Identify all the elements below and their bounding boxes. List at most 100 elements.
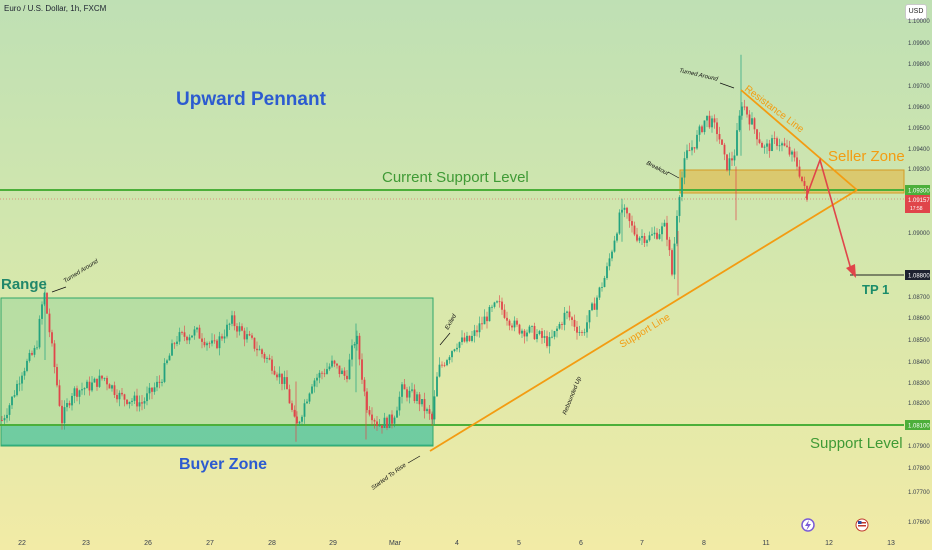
candle (788, 146, 791, 155)
candle (73, 388, 76, 396)
candle (98, 375, 101, 387)
candle (781, 143, 783, 146)
candle (393, 417, 396, 424)
candle (578, 332, 581, 333)
candle (263, 354, 266, 359)
y-tick-label: 1.08700 (908, 295, 930, 301)
candle (278, 373, 281, 378)
candle (156, 381, 158, 388)
y-tick-label: 1.09500 (908, 126, 930, 132)
candle (698, 126, 701, 135)
y-tick-label: 1.08400 (908, 360, 930, 366)
candle (3, 418, 6, 421)
candle (366, 391, 368, 411)
candle (283, 377, 286, 384)
turned-around-arrow-2 (719, 82, 735, 89)
candle (266, 358, 268, 359)
candle (518, 324, 521, 334)
candle (651, 234, 653, 236)
x-tick-label: 5 (517, 540, 521, 547)
candle (203, 341, 206, 346)
resistance-trend-line (740, 89, 858, 191)
tp1-label: TP 1 (862, 282, 889, 297)
candle (498, 301, 501, 303)
projection-arrow (805, 157, 853, 274)
candle (271, 359, 273, 371)
candle (588, 310, 591, 323)
candle (653, 232, 656, 235)
candle (233, 315, 236, 327)
candle (688, 150, 691, 152)
candle (33, 348, 36, 355)
candle (116, 394, 118, 400)
candle (358, 335, 361, 360)
y-tick-label: 1.07800 (908, 466, 930, 472)
candle (441, 364, 443, 366)
candle (281, 373, 283, 384)
candle (108, 384, 111, 389)
candle (681, 177, 683, 197)
projection-arrowhead (846, 264, 856, 278)
candle (513, 320, 516, 328)
y-tick-label: 1.08500 (908, 338, 930, 344)
candle (241, 326, 243, 331)
candle (136, 395, 138, 407)
candle (323, 373, 326, 375)
y-tick-label: 1.08200 (908, 401, 930, 407)
candle (231, 315, 233, 324)
candle (716, 122, 718, 135)
x-tick-label: 13 (887, 540, 895, 547)
candle (363, 379, 366, 392)
candle (751, 118, 753, 125)
candle (693, 147, 696, 149)
candle (153, 387, 156, 392)
candle (463, 337, 466, 342)
y-tick-label: 1.07700 (908, 490, 930, 496)
candle (446, 360, 448, 366)
candle (316, 377, 318, 381)
rebounded-up-label: Rebounded Up (562, 375, 583, 415)
candle (566, 311, 568, 313)
candle (418, 394, 421, 405)
candle (583, 332, 586, 334)
turned-around-label-2: Turned Around (679, 68, 719, 83)
candle (343, 370, 346, 376)
candle (713, 118, 716, 123)
last-price-badge (905, 195, 930, 213)
candle (508, 320, 511, 326)
candle (196, 327, 198, 330)
currency-button[interactable]: USD (905, 4, 927, 20)
candle (406, 389, 408, 398)
candle (163, 363, 166, 382)
candle (71, 395, 73, 406)
candle (303, 403, 306, 417)
candle (93, 378, 96, 383)
candle (598, 287, 601, 298)
y-tick-label: 1.09800 (908, 62, 930, 68)
candle (483, 316, 486, 325)
candle (243, 330, 246, 340)
candle (123, 394, 126, 400)
candle (433, 396, 436, 420)
candle (211, 340, 213, 344)
candle (223, 336, 226, 339)
candle (58, 385, 61, 406)
candle (536, 334, 538, 340)
candle (238, 326, 241, 332)
candle (191, 335, 193, 338)
candle (668, 239, 671, 251)
candle (516, 320, 518, 325)
candle (371, 414, 373, 421)
candle (608, 258, 611, 267)
candle (478, 323, 481, 333)
candle (671, 250, 673, 275)
y-tick-label: 1.10000 (908, 19, 930, 25)
candle (543, 336, 546, 338)
candle (593, 303, 596, 310)
candle (766, 143, 768, 147)
candle (21, 375, 23, 384)
candle (666, 222, 668, 240)
candle (103, 377, 106, 379)
candle (146, 393, 148, 402)
candle (546, 336, 548, 347)
